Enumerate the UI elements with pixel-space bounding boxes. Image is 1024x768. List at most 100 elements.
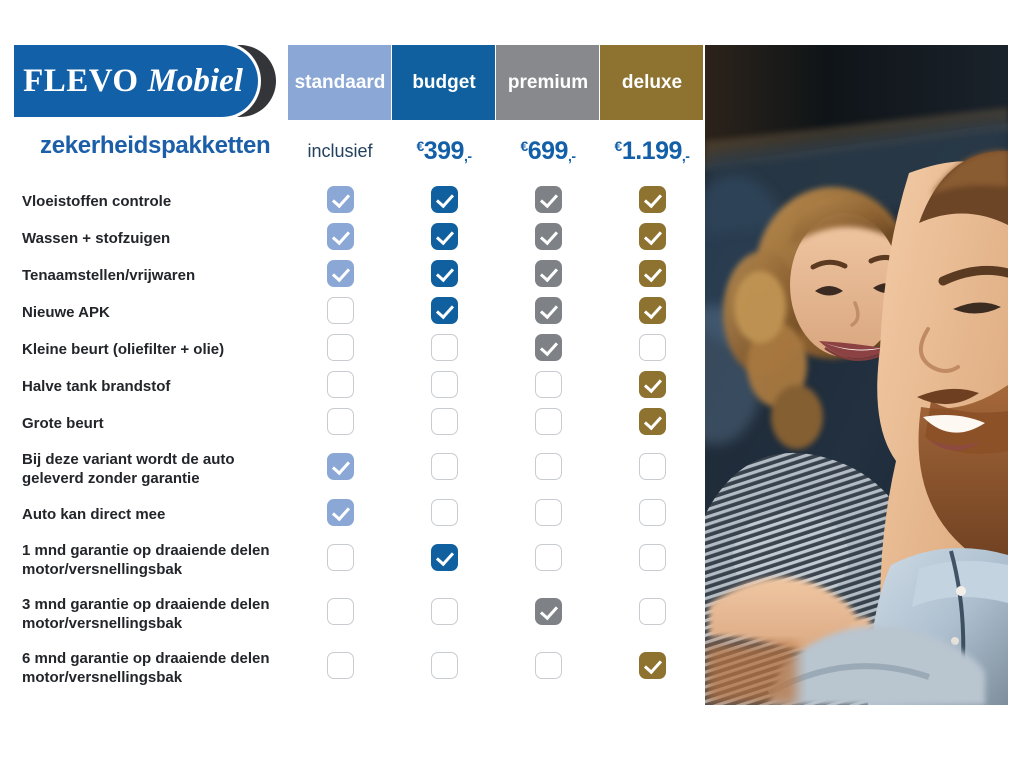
table-row: Bij deze variant wordt de auto geleverd … <box>22 442 704 496</box>
price-row: inclusief €399,- €699,- €1.199,- <box>22 120 704 183</box>
cell-budget <box>392 368 496 405</box>
cell-deluxe <box>600 257 704 294</box>
checked-checkbox-icon-deluxe[interactable] <box>638 652 666 679</box>
unchecked-checkbox-icon-budget[interactable] <box>430 407 458 435</box>
couple-in-car-image <box>705 45 1008 705</box>
price-premium-value: €699,- <box>520 137 576 165</box>
checked-checkbox-icon-premium[interactable] <box>534 333 562 361</box>
checked-checkbox-icon-standaard[interactable] <box>326 453 354 480</box>
price-premium-number: 699 <box>527 137 569 165</box>
unchecked-checkbox-icon-standaard[interactable] <box>326 333 354 361</box>
unchecked-checkbox-icon-budget[interactable] <box>430 453 458 480</box>
unchecked-checkbox-icon-standaard[interactable] <box>326 652 354 679</box>
checked-checkbox-icon-deluxe[interactable] <box>638 259 666 287</box>
table-header: standaard budget premium deluxe <box>22 45 704 120</box>
cell-premium <box>496 368 600 405</box>
cell-deluxe <box>600 331 704 368</box>
cell-premium <box>496 220 600 257</box>
feature-label: Nieuwe APK <box>22 303 110 321</box>
table-body: inclusief €399,- €699,- €1.199,- Vloeist… <box>22 120 704 695</box>
checked-checkbox-icon-premium[interactable] <box>534 296 562 324</box>
unchecked-checkbox-icon-premium[interactable] <box>534 370 562 398</box>
price-row-label-cell <box>22 120 288 183</box>
unchecked-checkbox-icon-deluxe[interactable] <box>638 333 666 361</box>
cell-budget <box>392 405 496 442</box>
unchecked-checkbox-icon-budget[interactable] <box>430 498 458 526</box>
checked-checkbox-icon-budget[interactable] <box>430 296 458 324</box>
cell-deluxe <box>600 533 704 587</box>
unchecked-checkbox-icon-deluxe[interactable] <box>638 598 666 625</box>
unchecked-checkbox-icon-premium[interactable] <box>534 453 562 480</box>
cell-premium <box>496 257 600 294</box>
checked-checkbox-icon-premium[interactable] <box>534 222 562 250</box>
unchecked-checkbox-icon-standaard[interactable] <box>326 407 354 435</box>
unchecked-checkbox-icon-deluxe[interactable] <box>638 453 666 480</box>
plan-header-premium[interactable]: premium <box>496 45 600 120</box>
cell-standaard <box>288 368 392 405</box>
checked-checkbox-icon-budget[interactable] <box>430 185 458 213</box>
feature-label: Tenaamstellen/vrijwaren <box>22 266 196 284</box>
cell-budget <box>392 294 496 331</box>
checked-checkbox-icon-standaard[interactable] <box>326 222 354 250</box>
unchecked-checkbox-icon-premium[interactable] <box>534 407 562 435</box>
plan-header-deluxe[interactable]: deluxe <box>600 45 704 120</box>
checked-checkbox-icon-deluxe[interactable] <box>638 296 666 324</box>
cell-deluxe <box>600 641 704 695</box>
cell-deluxe <box>600 220 704 257</box>
hero-photo <box>705 45 1008 705</box>
unchecked-checkbox-icon-premium[interactable] <box>534 652 562 679</box>
checked-checkbox-icon-premium[interactable] <box>534 259 562 287</box>
checked-checkbox-icon-standaard[interactable] <box>326 498 354 526</box>
checked-checkbox-icon-premium[interactable] <box>534 598 562 625</box>
unchecked-checkbox-icon-standaard[interactable] <box>326 598 354 625</box>
cell-standaard <box>288 405 392 442</box>
checked-checkbox-icon-deluxe[interactable] <box>638 185 666 213</box>
table-row: Kleine beurt (oliefilter + olie) <box>22 331 704 368</box>
table-row: 3 mnd garantie op draaiende delen motor/… <box>22 587 704 641</box>
table-row: 6 mnd garantie op draaiende delen motor/… <box>22 641 704 695</box>
unchecked-checkbox-icon-budget[interactable] <box>430 333 458 361</box>
price-premium: €699,- <box>496 120 600 183</box>
unchecked-checkbox-icon-budget[interactable] <box>430 370 458 398</box>
cell-budget <box>392 220 496 257</box>
price-deluxe: €1.199,- <box>600 120 704 183</box>
unchecked-checkbox-icon-standaard[interactable] <box>326 544 354 571</box>
checked-checkbox-icon-budget[interactable] <box>430 222 458 250</box>
feature-label: Wassen + stofzuigen <box>22 229 171 247</box>
page-title: zekerheidspakketten <box>40 132 271 159</box>
table-row: Halve tank brandstof <box>22 368 704 405</box>
plan-header-standaard[interactable]: standaard <box>288 45 392 120</box>
checked-checkbox-icon-deluxe[interactable] <box>638 407 666 435</box>
plan-header-row: standaard budget premium deluxe <box>22 45 704 120</box>
checked-checkbox-icon-standaard[interactable] <box>326 259 354 287</box>
plan-header-budget[interactable]: budget <box>392 45 496 120</box>
unchecked-checkbox-icon-standaard[interactable] <box>326 296 354 324</box>
cell-deluxe <box>600 294 704 331</box>
price-budget-value: €399,- <box>416 137 472 165</box>
unchecked-checkbox-icon-premium[interactable] <box>534 498 562 526</box>
cell-standaard <box>288 220 392 257</box>
logo-secondary-text: Mobiel <box>147 62 243 99</box>
unchecked-checkbox-icon-deluxe[interactable] <box>638 544 666 571</box>
cell-standaard <box>288 331 392 368</box>
table-row: Grote beurt <box>22 405 704 442</box>
unchecked-checkbox-icon-premium[interactable] <box>534 544 562 571</box>
unchecked-checkbox-icon-budget[interactable] <box>430 652 458 679</box>
checked-checkbox-icon-deluxe[interactable] <box>638 370 666 398</box>
unchecked-checkbox-icon-deluxe[interactable] <box>638 498 666 526</box>
checked-checkbox-icon-premium[interactable] <box>534 185 562 213</box>
checked-checkbox-icon-budget[interactable] <box>430 544 458 571</box>
unchecked-checkbox-icon-standaard[interactable] <box>326 370 354 398</box>
checked-checkbox-icon-budget[interactable] <box>430 259 458 287</box>
checked-checkbox-icon-deluxe[interactable] <box>638 222 666 250</box>
cell-premium <box>496 294 600 331</box>
feature-label: Halve tank brandstof <box>22 377 171 395</box>
price-standaard: inclusief <box>288 120 392 183</box>
cell-deluxe <box>600 368 704 405</box>
cell-premium <box>496 405 600 442</box>
feature-label: Kleine beurt (oliefilter + olie) <box>22 340 225 358</box>
checked-checkbox-icon-standaard[interactable] <box>326 185 354 213</box>
cell-budget <box>392 533 496 587</box>
unchecked-checkbox-icon-budget[interactable] <box>430 598 458 625</box>
cell-deluxe <box>600 496 704 533</box>
